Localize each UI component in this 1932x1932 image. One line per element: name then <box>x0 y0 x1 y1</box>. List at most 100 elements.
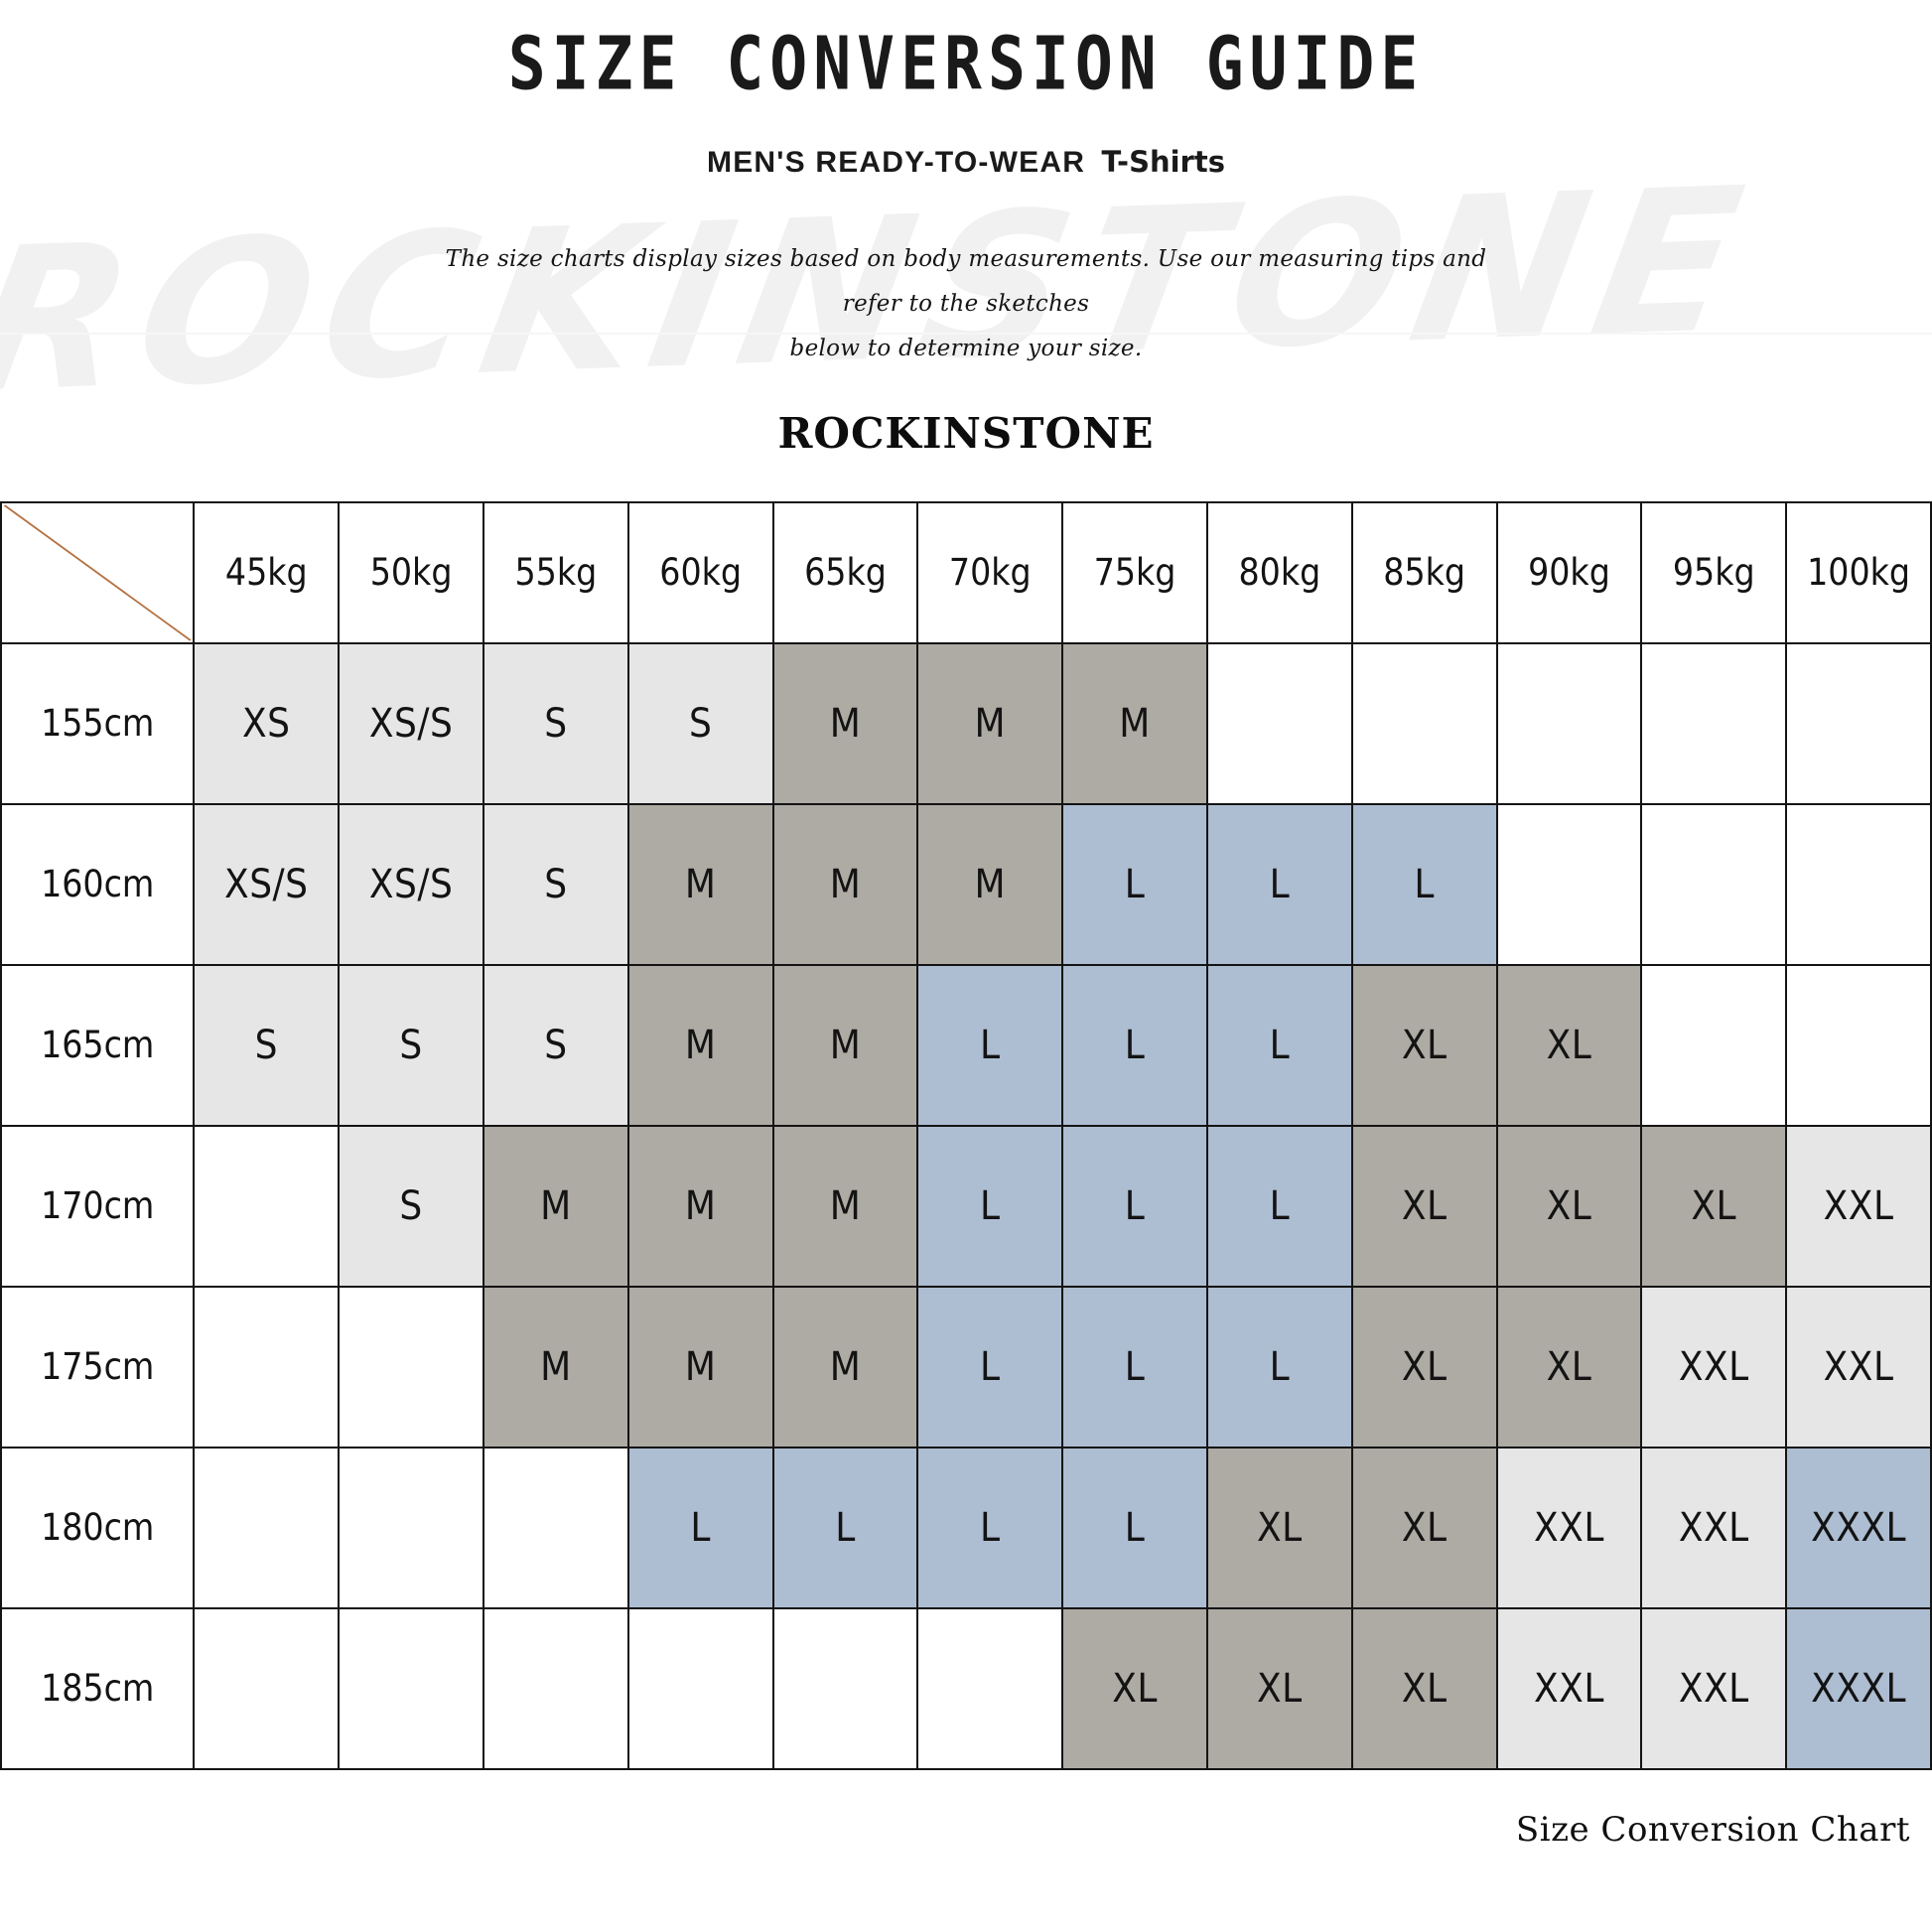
weight-column-header: 95kg <box>1640 500 1788 644</box>
height-row-header: 160cm <box>0 802 196 966</box>
size-cell-empty <box>482 1446 629 1609</box>
table-header-row: 45kg 50kg 55kg 60kg 65kg 70kg 75kg 80kg 85kg 90kg… <box>0 500 1932 644</box>
size-cell: XXL <box>1495 1446 1643 1609</box>
size-cell-empty <box>1495 641 1643 805</box>
size-cell: L <box>1061 963 1208 1127</box>
size-cell-empty <box>1785 641 1932 805</box>
size-cell-empty <box>193 1606 341 1770</box>
size-cell-empty <box>193 1124 341 1288</box>
footer-caption: Size Conversion Chart <box>1515 1809 1910 1850</box>
size-cell: M <box>916 641 1064 805</box>
size-conversion-page: SIZE CONVERSION GUIDE MEN'S READY-TO-WEA… <box>0 21 1932 1850</box>
size-cell: S <box>482 802 629 966</box>
size-cell: M <box>482 1124 629 1288</box>
size-cell-empty <box>193 1285 341 1449</box>
size-cell: S <box>626 641 774 805</box>
weight-column-header: 80kg <box>1205 500 1353 644</box>
size-cell: M <box>771 963 919 1127</box>
weight-column-header: 55kg <box>482 500 629 644</box>
size-cell: L <box>1061 802 1208 966</box>
size-cell: L <box>916 963 1064 1127</box>
height-row-header: 165cm <box>0 963 196 1127</box>
size-cell: L <box>1350 802 1498 966</box>
size-cell: M <box>771 802 919 966</box>
size-cell: L <box>916 1446 1064 1609</box>
size-cell: M <box>771 641 919 805</box>
size-conversion-table: 45kg 50kg 55kg 60kg 65kg 70kg 75kg 80kg 85kg 90kg… <box>0 500 1932 1770</box>
table-row: 180cm L L L L XL XL XXL XXL XXXL <box>0 1446 1932 1609</box>
height-row-header: 185cm <box>0 1606 196 1770</box>
table-head: 45kg 50kg 55kg 60kg 65kg 70kg 75kg 80kg 85kg 90kg… <box>0 500 1932 644</box>
description-line-1: The size charts display sizes based on b… <box>445 246 1487 317</box>
size-cell-empty <box>1640 802 1788 966</box>
size-cell: XL <box>1350 1124 1498 1288</box>
description-text: The size charts display sizes based on b… <box>430 237 1502 371</box>
description-line-2: below to determine your size. <box>789 335 1143 361</box>
size-cell-empty <box>1350 641 1498 805</box>
size-cell: M <box>482 1285 629 1449</box>
height-row-header: 155cm <box>0 641 196 805</box>
size-cell: M <box>916 802 1064 966</box>
subtitle-row: MEN'S READY-TO-WEAR T-Shirts <box>0 145 1932 180</box>
size-cell: XXL <box>1640 1606 1788 1770</box>
size-cell: XS/S <box>338 802 484 966</box>
size-cell-empty <box>1205 641 1353 805</box>
size-cell-empty <box>338 1446 484 1609</box>
size-cell: XXL <box>1640 1285 1788 1449</box>
size-cell-empty <box>193 1446 341 1609</box>
size-cell: XXXL <box>1785 1606 1932 1770</box>
size-cell: XL <box>1350 1606 1498 1770</box>
weight-column-header: 60kg <box>626 500 774 644</box>
corner-cell-diagonal <box>0 500 196 644</box>
weight-column-header: 50kg <box>338 500 484 644</box>
table-body: 155cm XS XS/S S S M M M 160cm XS/S XS/S S M M M L L L 165c… <box>0 641 1932 1770</box>
size-cell: XL <box>1495 963 1643 1127</box>
size-cell: XL <box>1350 963 1498 1127</box>
weight-column-header: 45kg <box>193 500 341 644</box>
size-cell: XL <box>1640 1124 1788 1288</box>
size-cell: XS/S <box>193 802 341 966</box>
size-cell: M <box>626 802 774 966</box>
size-cell-empty <box>771 1606 919 1770</box>
table-row: 175cm M M M L L L XL XL XXL XXL <box>0 1285 1932 1449</box>
size-cell: XL <box>1495 1285 1643 1449</box>
size-cell: XXL <box>1640 1446 1788 1609</box>
brand-name: ROCKINSTONE <box>777 408 1155 458</box>
weight-column-header: 75kg <box>1061 500 1208 644</box>
height-row-header: 175cm <box>0 1285 196 1449</box>
size-cell-empty <box>1495 802 1643 966</box>
size-cell: XXL <box>1495 1606 1643 1770</box>
size-cell: S <box>338 963 484 1127</box>
size-cell: L <box>771 1446 919 1609</box>
size-cell: XS <box>193 641 341 805</box>
size-cell: L <box>1205 802 1353 966</box>
size-cell: L <box>626 1446 774 1609</box>
table-row: 170cm S M M M L L L XL XL XL XXL <box>0 1124 1932 1288</box>
size-cell-empty <box>482 1606 629 1770</box>
weight-column-header: 85kg <box>1350 500 1498 644</box>
size-cell: L <box>916 1124 1064 1288</box>
size-cell-empty <box>626 1606 774 1770</box>
size-cell: M <box>1061 641 1208 805</box>
size-cell: L <box>1205 963 1353 1127</box>
size-cell: S <box>338 1124 484 1288</box>
size-cell-empty <box>338 1285 484 1449</box>
size-cell: S <box>482 963 629 1127</box>
weight-column-header: 65kg <box>771 500 919 644</box>
size-cell: XL <box>1205 1446 1353 1609</box>
size-cell: S <box>482 641 629 805</box>
size-cell: XL <box>1495 1124 1643 1288</box>
size-cell: L <box>1061 1446 1208 1609</box>
size-cell: XL <box>1350 1446 1498 1609</box>
size-cell: XS/S <box>338 641 484 805</box>
size-cell-empty <box>1640 963 1788 1127</box>
size-cell: M <box>771 1285 919 1449</box>
size-cell: M <box>626 963 774 1127</box>
subtitle-product: T-Shirts <box>1101 145 1225 179</box>
table-row: 165cm S S S M M L L L XL XL <box>0 963 1932 1127</box>
weight-column-header: 90kg <box>1495 500 1643 644</box>
diagonal-divider-icon <box>3 503 192 641</box>
weight-column-header: 100kg <box>1785 500 1932 644</box>
size-cell: L <box>1205 1285 1353 1449</box>
size-cell-empty <box>916 1606 1064 1770</box>
